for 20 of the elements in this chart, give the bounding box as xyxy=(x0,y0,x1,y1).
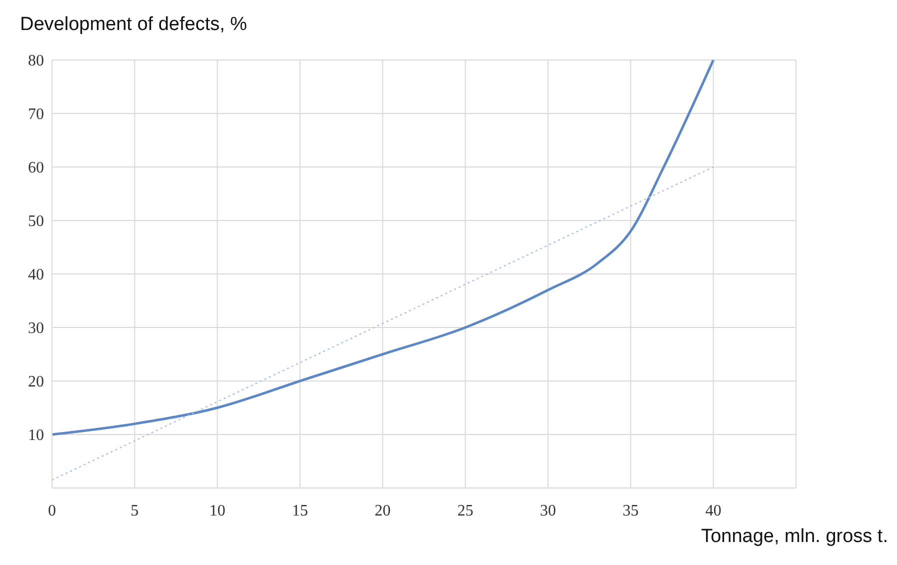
x-tick-label: 10 xyxy=(209,502,226,520)
y-tick-label: 20 xyxy=(28,374,44,391)
y-tick-label: 80 xyxy=(28,52,44,70)
y-tick-label: 60 xyxy=(28,160,44,177)
y-tick-label: 70 xyxy=(28,106,44,124)
x-tick-label: 20 xyxy=(374,502,391,520)
x-tick-label: 40 xyxy=(705,502,722,520)
x-tick-label: 30 xyxy=(540,502,556,520)
y-tick-label: 40 xyxy=(28,266,44,284)
y-tick-label: 50 xyxy=(28,213,44,230)
x-tick-label: 5 xyxy=(130,502,139,520)
x-tick-label: 25 xyxy=(457,502,474,520)
y-axis-title: Development of defects, % xyxy=(20,14,248,36)
x-tick-label: 35 xyxy=(622,502,639,520)
line-series xyxy=(52,60,715,436)
x-tick-label: 0 xyxy=(48,502,56,520)
y-tick-label: 30 xyxy=(28,320,44,338)
x-axis-title: Tonnage, mln. gross t. xyxy=(701,526,888,548)
x-tick-label: 15 xyxy=(292,502,308,520)
y-tick-label: 10 xyxy=(28,427,44,444)
